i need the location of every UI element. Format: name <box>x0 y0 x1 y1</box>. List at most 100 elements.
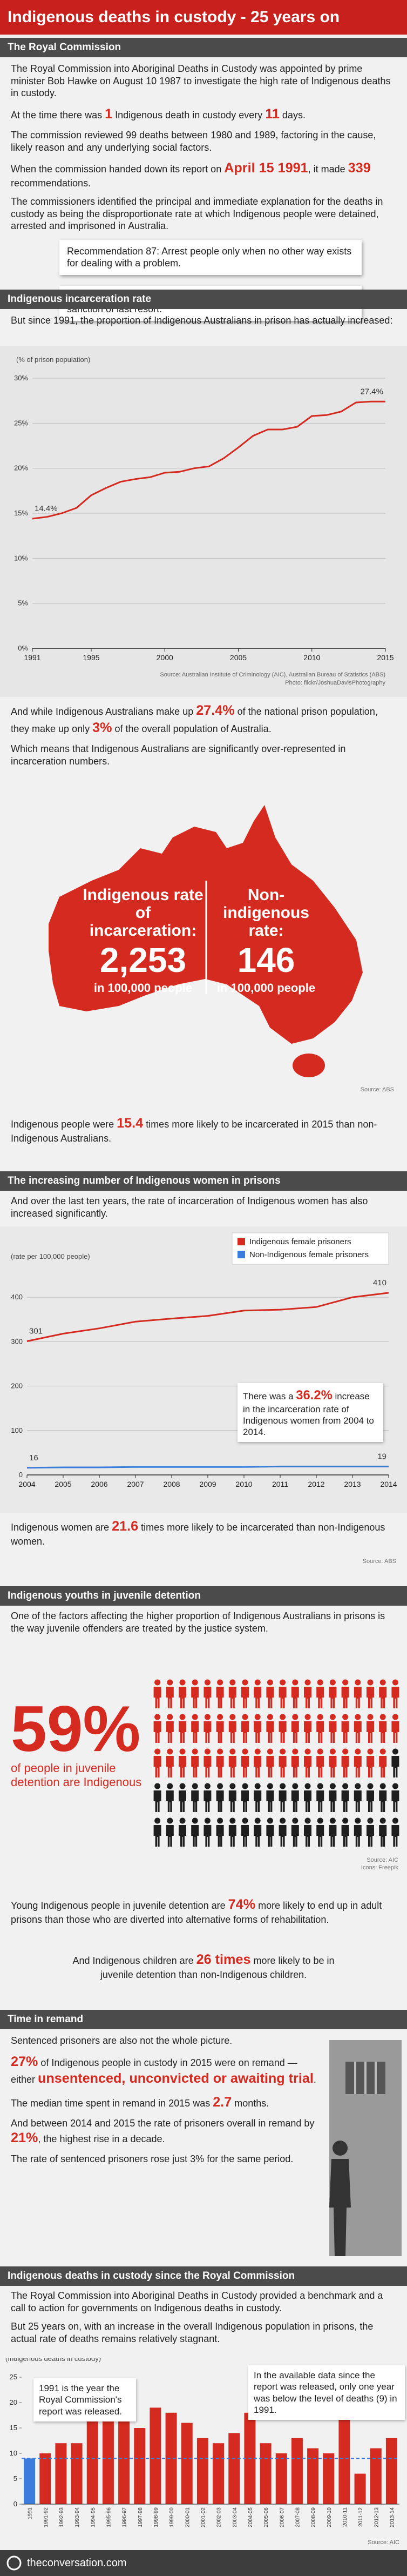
figure-body <box>266 1790 274 1812</box>
section-body: And over the last ten years, the rate of… <box>11 1195 396 1226</box>
y-tick-label: 10% <box>14 554 28 562</box>
paragraph: There was a 36.2% increase in the incarc… <box>243 1387 378 1438</box>
text: months. <box>232 2097 269 2109</box>
figure-head <box>254 1748 261 1755</box>
paragraph: Young Indigenous people in juvenile dete… <box>11 1896 396 1926</box>
figure-body <box>204 1687 212 1708</box>
x-tick-label: 2008-09 <box>311 2507 317 2527</box>
y-tick-label: 15 <box>10 2424 17 2432</box>
text: of Indigenous people in custody in 2015 … <box>11 2057 297 2085</box>
silhouette <box>329 2159 351 2256</box>
figure-body <box>329 1790 337 1812</box>
figure-head <box>204 1748 211 1755</box>
x-tick-label: 2001-02 <box>200 2507 206 2527</box>
figure-body <box>204 1756 212 1777</box>
figure-body <box>316 1790 324 1812</box>
figure-body <box>379 1790 387 1812</box>
highlight: 26 times <box>196 1952 251 1967</box>
map-shape <box>293 1054 325 1077</box>
figure-body <box>191 1790 199 1812</box>
paragraph: The commission reviewed 99 deaths betwee… <box>11 129 396 153</box>
figure-head <box>267 1817 273 1824</box>
text: The median time spent in remand in 2015 … <box>11 2097 213 2109</box>
figure-body <box>228 1756 236 1777</box>
source: Icons: Freepik <box>361 1864 399 1871</box>
x-tick-label: 2012-13 <box>374 2507 379 2527</box>
line <box>26 1292 389 1342</box>
paragraph: The Royal Commission into Aboriginal Dea… <box>11 2290 396 2314</box>
figure-body <box>216 1825 224 1847</box>
figure-body <box>153 1790 161 1812</box>
figure-head <box>267 1714 273 1720</box>
x-tick-label: 2010 <box>303 653 320 662</box>
y-tick-label: 300 <box>11 1337 23 1345</box>
text: . <box>313 2074 316 2085</box>
figure-body <box>254 1687 262 1708</box>
figure-head <box>329 1679 336 1686</box>
bar <box>55 2443 67 2504</box>
figure-head <box>379 1679 386 1686</box>
figure-head <box>329 1783 336 1789</box>
value: 2,253 <box>99 941 187 980</box>
figure-head <box>367 1714 374 1720</box>
text: And Indigenous children are <box>72 1955 196 1966</box>
women-chart: (rate per 100,000 people) 0 100 200 300 400 20… <box>0 1226 407 1513</box>
legend-box <box>232 1232 389 1265</box>
figure-body <box>304 1825 311 1847</box>
bar <box>228 2433 240 2504</box>
text: The Royal Commission into Aboriginal Dea… <box>11 2290 383 2313</box>
x-tick-label: 2009-10 <box>327 2507 333 2527</box>
figure-body <box>166 1790 174 1812</box>
bar <box>354 2473 366 2504</box>
text: At the time there was <box>11 109 105 120</box>
figure-body <box>341 1687 349 1708</box>
x-tick-label: 2000-01 <box>185 2507 191 2527</box>
text: more likely to end up in adult prisons t… <box>11 1900 382 1925</box>
text: The commissioners identified the princip… <box>11 196 383 231</box>
figure-head <box>317 1679 323 1686</box>
figure-head <box>254 1783 261 1789</box>
figure-head <box>229 1817 236 1824</box>
highlight: 36.2% <box>296 1388 333 1403</box>
x-tick-label: 2011 <box>272 1480 288 1488</box>
figure-head <box>392 1714 398 1720</box>
source: Source: AIC <box>367 1857 398 1863</box>
source: Source: ABS <box>362 1558 396 1565</box>
x-tick-label: 2012 <box>308 1480 324 1488</box>
figure-body <box>191 1721 199 1743</box>
figure-head <box>292 1679 299 1686</box>
figure-body <box>329 1721 337 1743</box>
figure-body <box>279 1721 287 1743</box>
highlight: unsentenced, unconvicted or awaiting tri… <box>38 2071 314 2086</box>
figure-body <box>166 1721 174 1743</box>
figure-body <box>179 1687 186 1708</box>
figure-head <box>379 1748 386 1755</box>
figure-body <box>191 1756 199 1777</box>
figure-head <box>254 1817 261 1824</box>
text: There was a <box>243 1391 296 1401</box>
section-body: But since 1991, the proportion of Indige… <box>11 314 396 333</box>
bar <box>291 2438 303 2504</box>
figure-head <box>242 1714 248 1720</box>
figure-head <box>154 1748 161 1755</box>
figure-body <box>153 1721 161 1743</box>
figure-head <box>292 1714 299 1720</box>
figure-head <box>379 1817 386 1824</box>
figure-body <box>153 1756 161 1777</box>
highlight: 11 <box>265 106 280 122</box>
text: of the overall population of Australia. <box>112 723 272 734</box>
highlight: April 15 1991 <box>224 160 308 176</box>
figure-body <box>216 1756 224 1777</box>
y-tick-label: 25% <box>14 419 28 427</box>
y-tick-label: 15% <box>14 509 28 517</box>
text: , the highest rise in a decade. <box>38 2133 165 2144</box>
text: And while Indigenous Australians make up <box>11 706 196 717</box>
figure-body <box>204 1790 212 1812</box>
x-tick-label: 2005-06 <box>263 2507 269 2527</box>
figure-body <box>179 1756 186 1777</box>
text: recommendations. <box>11 177 91 189</box>
figure-head <box>292 1817 299 1824</box>
highlight: 1 <box>105 106 113 122</box>
paragraph: The Royal Commission into Aboriginal Dea… <box>11 63 396 99</box>
